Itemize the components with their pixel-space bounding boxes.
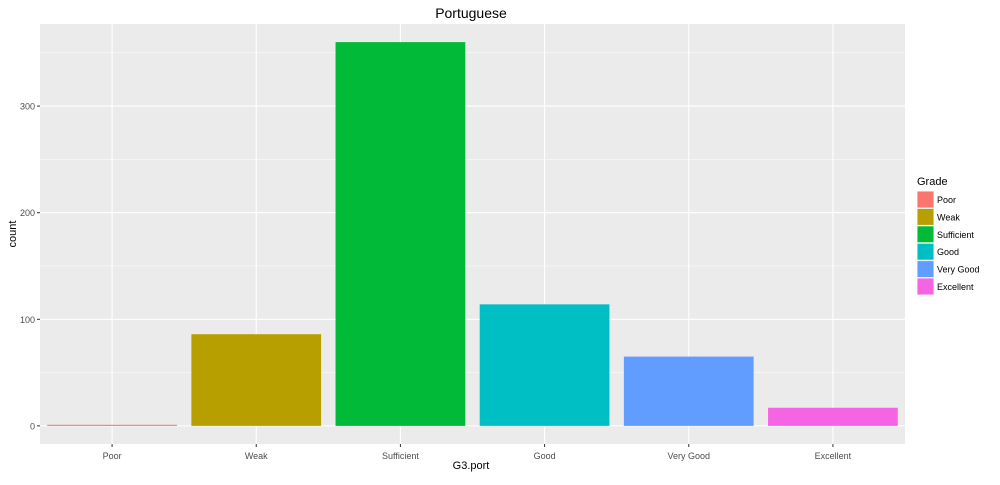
bar-weak	[191, 334, 322, 426]
x-axis-label: G3.port	[453, 460, 490, 472]
legend-swatch	[917, 261, 934, 278]
bar-very-good	[623, 356, 754, 426]
x-tick-label: Good	[534, 451, 556, 461]
legend-label: Excellent	[937, 282, 974, 292]
legend-label: Weak	[937, 212, 960, 222]
legend-label: Good	[937, 247, 959, 257]
bar-good	[479, 304, 610, 426]
legend-title: Grade	[917, 176, 948, 188]
y-tick-label: 300	[20, 102, 35, 112]
bar-excellent	[768, 407, 898, 426]
bar-poor	[47, 424, 177, 426]
bar-sufficient	[335, 42, 466, 426]
legend-label: Very Good	[937, 265, 980, 275]
x-axis: Poor Weak Sufficient Good Very Good Excellent	[103, 444, 852, 461]
y-axis-label: count	[7, 221, 19, 248]
y-axis: 0 100 200 300	[20, 102, 40, 431]
legend-swatch	[917, 226, 934, 243]
x-tick-label: Poor	[103, 451, 122, 461]
x-tick-label: Sufficient	[382, 451, 419, 461]
x-tick-label: Excellent	[815, 451, 852, 461]
x-tick-label: Very Good	[667, 451, 710, 461]
legend-swatch	[917, 243, 934, 260]
legend-label: Sufficient	[937, 230, 974, 240]
legend-swatch	[917, 278, 934, 295]
plot-area	[40, 24, 905, 444]
plot-background	[40, 24, 905, 444]
legend-swatch	[917, 191, 934, 208]
y-tick-label: 100	[20, 315, 35, 325]
legend-swatch	[917, 208, 934, 225]
legend-label: Poor	[937, 195, 956, 205]
y-tick-label: 0	[30, 421, 35, 431]
legend: Grade Poor Weak Sufficient Good Very Good Exc…	[917, 176, 980, 295]
y-tick-label: 200	[20, 208, 35, 218]
x-tick-label: Weak	[245, 451, 268, 461]
chart-title: Portuguese	[435, 5, 507, 21]
